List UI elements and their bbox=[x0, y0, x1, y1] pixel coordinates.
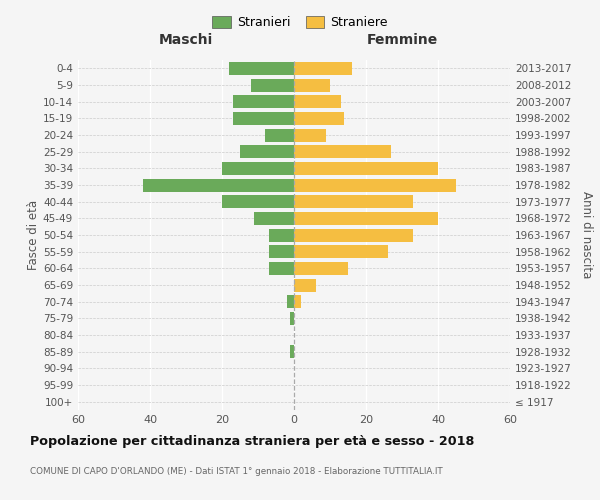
Bar bbox=[222, 195, 294, 208]
Text: COMUNE DI CAPO D'ORLANDO (ME) - Dati ISTAT 1° gennaio 2018 - Elaborazione TUTTIT: COMUNE DI CAPO D'ORLANDO (ME) - Dati IST… bbox=[30, 468, 443, 476]
Bar bbox=[294, 245, 388, 258]
Bar bbox=[222, 162, 294, 175]
Text: Popolazione per cittadinanza straniera per età e sesso - 2018: Popolazione per cittadinanza straniera p… bbox=[30, 435, 475, 448]
Y-axis label: Fasce di età: Fasce di età bbox=[27, 200, 40, 270]
Bar bbox=[290, 312, 294, 325]
Bar bbox=[240, 145, 294, 158]
Bar bbox=[269, 262, 294, 275]
Bar bbox=[287, 295, 294, 308]
Bar bbox=[294, 278, 316, 291]
Bar bbox=[294, 95, 341, 108]
Bar bbox=[294, 62, 352, 75]
Bar bbox=[294, 295, 301, 308]
Bar bbox=[294, 228, 413, 241]
Bar bbox=[294, 112, 344, 125]
Bar bbox=[229, 62, 294, 75]
Bar bbox=[294, 78, 330, 92]
Text: Maschi: Maschi bbox=[159, 32, 213, 46]
Bar bbox=[294, 178, 456, 192]
Text: Femmine: Femmine bbox=[367, 32, 437, 46]
Y-axis label: Anni di nascita: Anni di nascita bbox=[580, 192, 593, 278]
Bar bbox=[294, 262, 348, 275]
Bar bbox=[265, 128, 294, 141]
Bar bbox=[251, 78, 294, 92]
Bar bbox=[143, 178, 294, 192]
Bar bbox=[254, 212, 294, 225]
Bar bbox=[269, 228, 294, 241]
Bar bbox=[269, 245, 294, 258]
Bar bbox=[294, 162, 438, 175]
Bar bbox=[294, 128, 326, 141]
Bar bbox=[294, 145, 391, 158]
Bar bbox=[233, 95, 294, 108]
Bar bbox=[294, 212, 438, 225]
Bar bbox=[290, 345, 294, 358]
Bar bbox=[294, 195, 413, 208]
Bar bbox=[233, 112, 294, 125]
Legend: Stranieri, Straniere: Stranieri, Straniere bbox=[207, 11, 393, 34]
